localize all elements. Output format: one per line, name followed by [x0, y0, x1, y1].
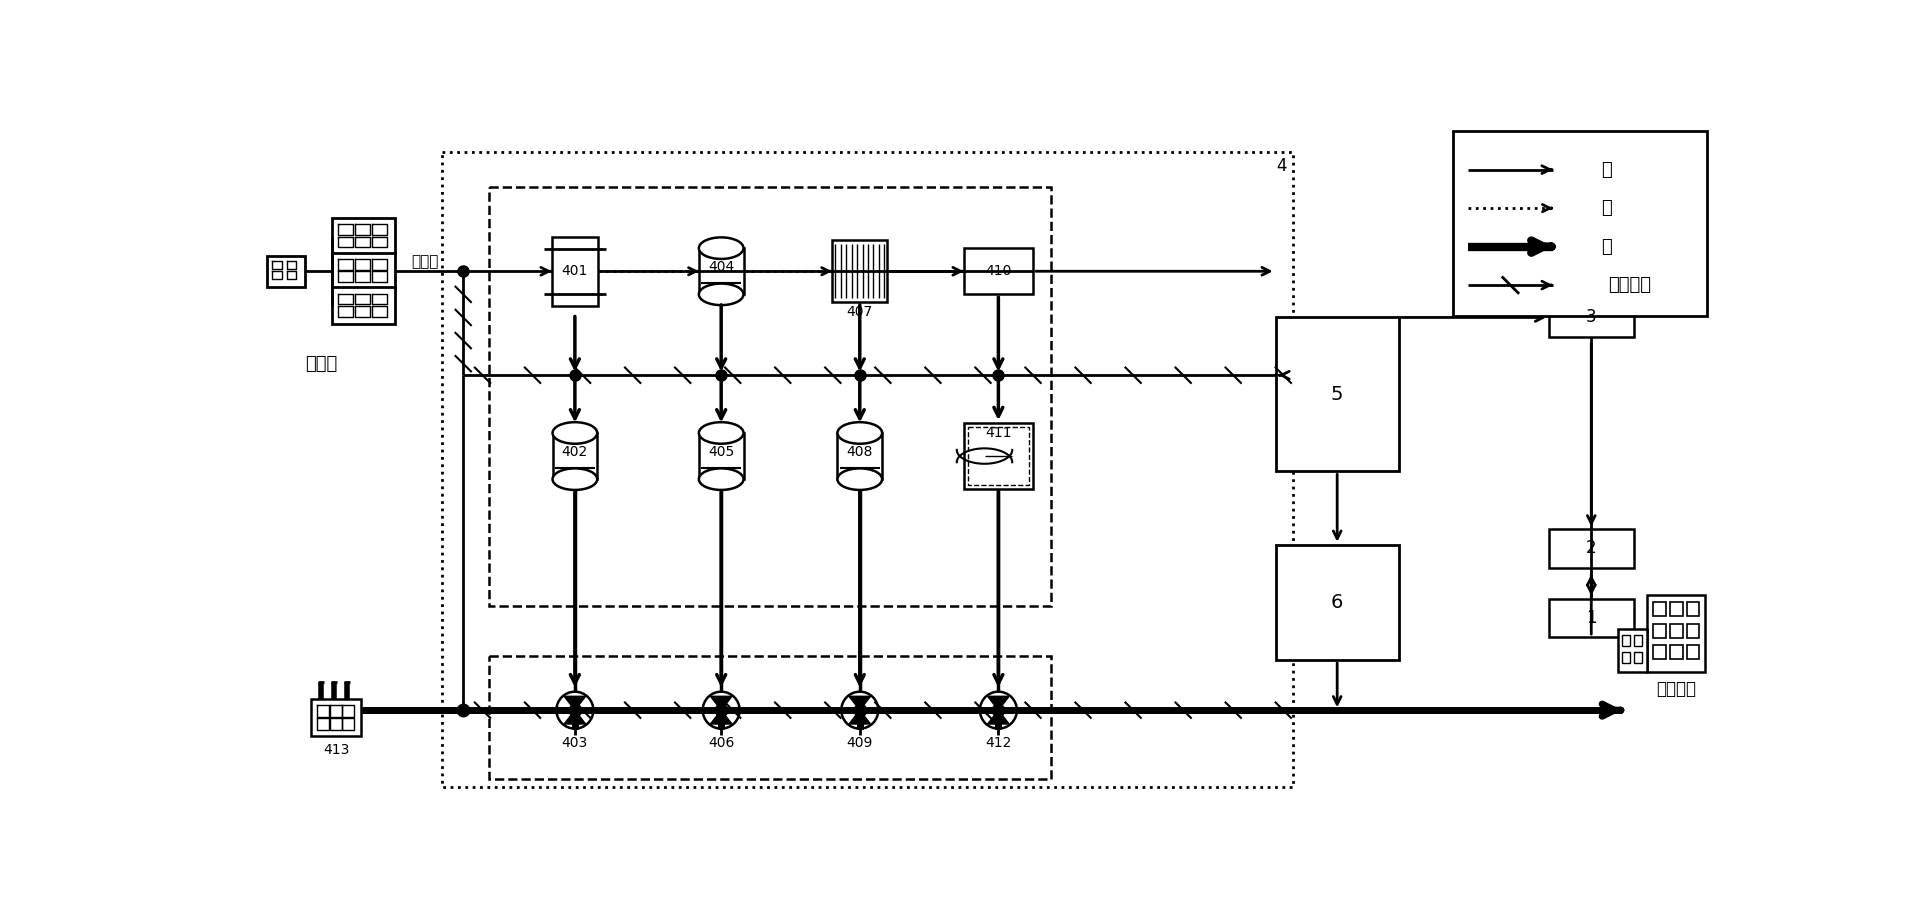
Text: 408: 408 [847, 446, 874, 459]
Ellipse shape [700, 422, 744, 444]
Ellipse shape [700, 468, 744, 490]
Text: 412: 412 [985, 736, 1011, 750]
Ellipse shape [700, 284, 744, 305]
FancyBboxPatch shape [312, 699, 361, 737]
FancyBboxPatch shape [331, 218, 394, 255]
FancyBboxPatch shape [331, 253, 394, 289]
Text: 氢: 氢 [1602, 199, 1612, 217]
FancyBboxPatch shape [832, 240, 887, 302]
FancyBboxPatch shape [1275, 545, 1400, 660]
Text: 404: 404 [707, 260, 734, 275]
FancyBboxPatch shape [1686, 645, 1700, 659]
Circle shape [979, 692, 1017, 729]
FancyBboxPatch shape [1671, 603, 1683, 616]
FancyBboxPatch shape [268, 256, 306, 287]
Text: 4: 4 [1277, 157, 1287, 174]
FancyBboxPatch shape [1671, 645, 1683, 659]
FancyBboxPatch shape [964, 248, 1032, 294]
Text: 输电站: 输电站 [304, 354, 337, 373]
FancyBboxPatch shape [837, 433, 881, 479]
Text: 410: 410 [985, 264, 1011, 278]
Text: 控制信号: 控制信号 [1608, 276, 1652, 294]
FancyBboxPatch shape [1549, 599, 1633, 637]
Text: 405: 405 [707, 446, 734, 459]
FancyBboxPatch shape [964, 424, 1032, 488]
FancyBboxPatch shape [1453, 131, 1707, 316]
FancyBboxPatch shape [1621, 653, 1631, 663]
Text: 409: 409 [847, 736, 874, 750]
FancyBboxPatch shape [1549, 530, 1633, 568]
Polygon shape [564, 710, 585, 724]
FancyBboxPatch shape [1621, 635, 1631, 646]
Text: 403: 403 [562, 736, 589, 750]
FancyBboxPatch shape [1686, 603, 1700, 616]
FancyBboxPatch shape [1549, 299, 1633, 337]
Polygon shape [849, 710, 870, 724]
Text: 402: 402 [562, 446, 589, 459]
Text: 1: 1 [1585, 609, 1597, 626]
Text: 2: 2 [1585, 540, 1597, 558]
Polygon shape [849, 697, 870, 710]
FancyBboxPatch shape [1275, 318, 1400, 471]
FancyBboxPatch shape [489, 186, 1052, 606]
Text: 区域供暖: 区域供暖 [1656, 679, 1696, 698]
FancyBboxPatch shape [553, 433, 597, 479]
FancyBboxPatch shape [553, 236, 598, 306]
Text: 3: 3 [1585, 309, 1597, 327]
Text: 407: 407 [847, 305, 874, 319]
Text: 6: 6 [1331, 593, 1344, 612]
Ellipse shape [700, 237, 744, 259]
Text: 411: 411 [985, 425, 1011, 439]
Text: 低价电: 低价电 [411, 255, 438, 269]
FancyBboxPatch shape [489, 656, 1052, 780]
Text: 406: 406 [707, 736, 734, 750]
Ellipse shape [553, 468, 597, 490]
FancyBboxPatch shape [700, 433, 744, 479]
FancyBboxPatch shape [1686, 624, 1700, 638]
FancyBboxPatch shape [1654, 624, 1665, 638]
FancyBboxPatch shape [1635, 653, 1642, 663]
Ellipse shape [553, 422, 597, 444]
Circle shape [556, 692, 593, 729]
FancyBboxPatch shape [1654, 603, 1665, 616]
Polygon shape [989, 710, 1010, 724]
FancyBboxPatch shape [1618, 629, 1646, 672]
FancyBboxPatch shape [967, 427, 1029, 485]
Circle shape [841, 692, 878, 729]
Ellipse shape [837, 422, 881, 444]
Text: 413: 413 [323, 743, 350, 757]
Ellipse shape [837, 468, 881, 490]
FancyBboxPatch shape [331, 288, 394, 324]
FancyBboxPatch shape [700, 248, 744, 294]
FancyBboxPatch shape [442, 152, 1293, 787]
Polygon shape [989, 697, 1010, 710]
FancyBboxPatch shape [1635, 635, 1642, 646]
Text: 5: 5 [1331, 385, 1344, 404]
FancyBboxPatch shape [1654, 645, 1665, 659]
Text: 热: 热 [1602, 237, 1612, 256]
Polygon shape [711, 710, 732, 724]
FancyBboxPatch shape [1646, 594, 1706, 672]
FancyBboxPatch shape [1671, 624, 1683, 638]
Text: 401: 401 [562, 264, 589, 278]
Text: 电: 电 [1602, 161, 1612, 179]
Polygon shape [711, 697, 732, 710]
Polygon shape [564, 697, 585, 710]
Circle shape [704, 692, 740, 729]
